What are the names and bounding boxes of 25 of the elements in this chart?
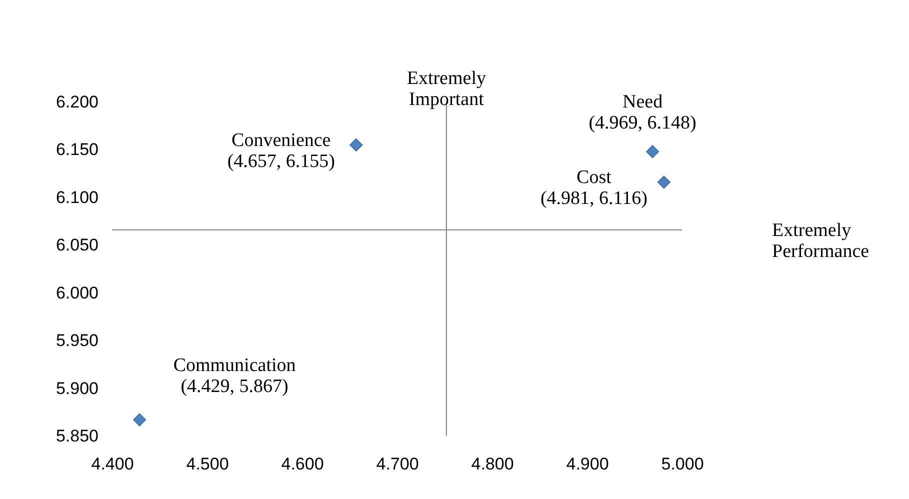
x-tick-label: 4.900 (566, 454, 609, 474)
x-tick-label: 4.400 (91, 454, 134, 474)
point (657, 176, 670, 189)
y-tick-label: 6.150 (56, 140, 98, 160)
annotation: Extremely Important (406, 68, 486, 110)
y-tick-label: 5.900 (56, 378, 98, 398)
x-tick-label: 4.700 (376, 454, 419, 474)
text: Extremely Performance (772, 220, 870, 262)
y-tick-label: 5.850 (56, 426, 98, 446)
data-label: Need (4.969, 6.148) (588, 92, 696, 134)
y-tick-label: 6.100 (56, 188, 98, 207)
data-label: Communication (4.429, 5.867) (173, 354, 296, 397)
x-tick-label: 4.600 (281, 454, 324, 474)
y-tick-label: 6.200 (56, 92, 98, 112)
point (350, 138, 363, 152)
x-tick-label: 5.000 (661, 454, 704, 474)
point (646, 145, 660, 158)
point (133, 413, 146, 426)
y-tick-label: 6.000 (56, 283, 98, 302)
y-tick-label: 6.050 (56, 236, 98, 255)
y-tick-label: 5.950 (56, 331, 98, 350)
data-label: Cost (4.981, 6.116) (540, 167, 648, 210)
data-label: Convenience (4.657, 6.155) (227, 130, 335, 172)
x-tick-label: 4.500 (186, 454, 229, 474)
x-tick-label: 4.800 (471, 454, 514, 474)
